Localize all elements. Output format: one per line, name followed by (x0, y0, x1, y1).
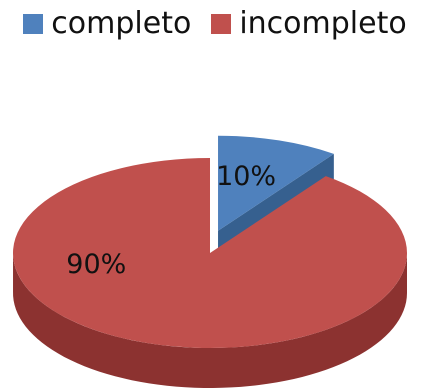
data-label-completo: 10% (216, 161, 276, 192)
data-label-incompleto: 90% (66, 249, 126, 280)
legend-label-completo: completo (51, 6, 192, 41)
legend-label-incompleto: incompleto (239, 6, 407, 41)
legend-item-incompleto: incompleto (211, 6, 407, 41)
pie-data-labels: 10% 90% (66, 161, 276, 280)
legend-item-completo: completo (23, 9, 191, 39)
chart-legend: completo incompleto (0, 4, 430, 44)
pie-slice-completo (218, 135, 334, 231)
pie-slice-incompleto (13, 158, 408, 348)
legend-swatch-incompleto (211, 14, 232, 34)
pie-slices (13, 135, 408, 348)
pie-side-incompleto (13, 251, 408, 388)
legend-swatch-completo (23, 14, 44, 34)
